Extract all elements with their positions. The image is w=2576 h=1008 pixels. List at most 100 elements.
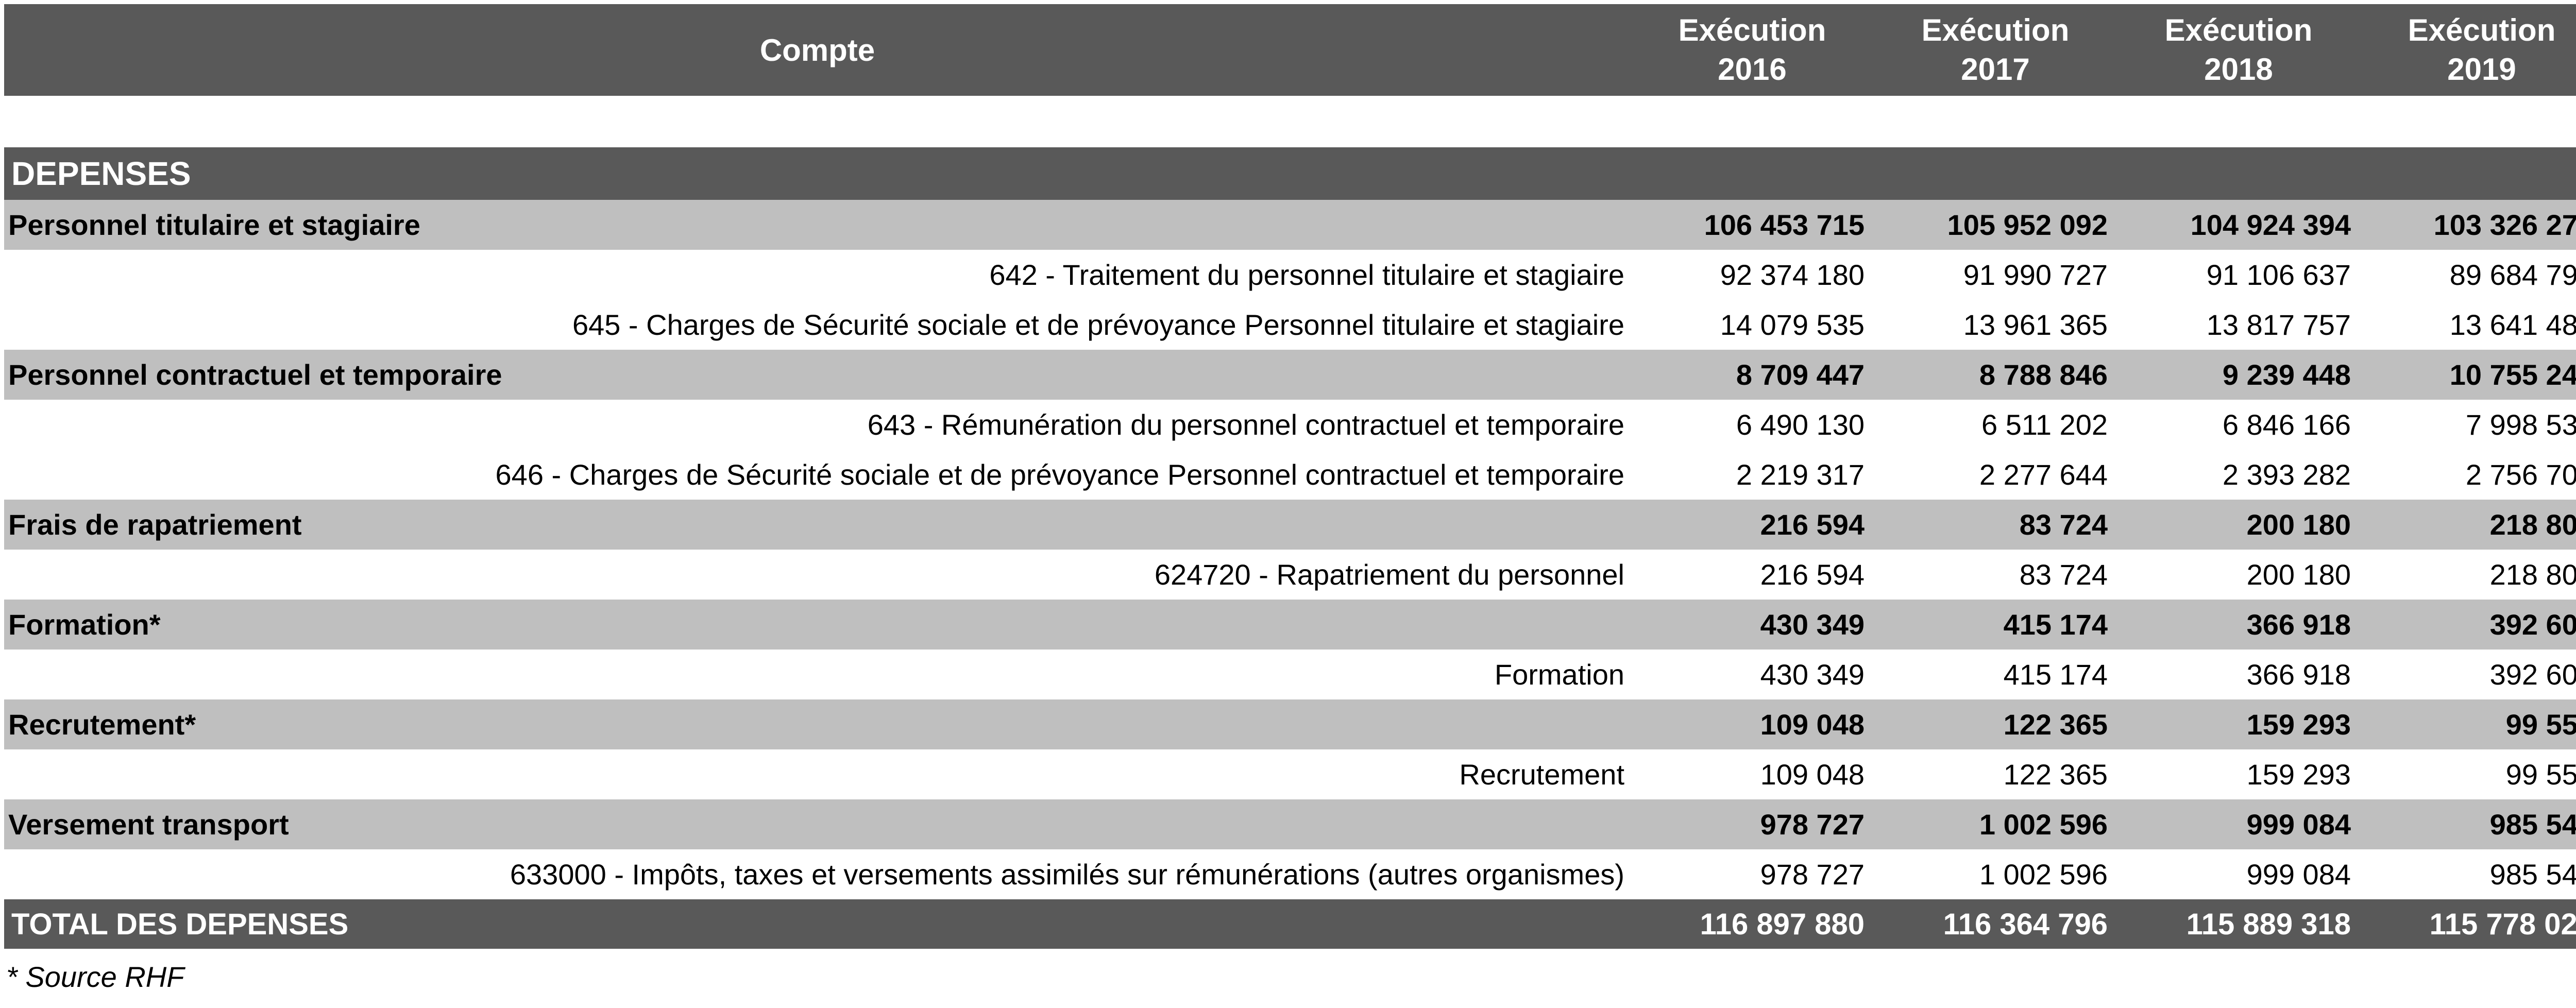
cell-value: 978 727 (1760, 858, 1865, 891)
cell-value: 89 684 793 (2449, 259, 2576, 291)
cell-value: 122 365 (2003, 758, 2108, 791)
cell-value: 116 897 880 (1700, 907, 1865, 941)
row-label: Personnel titulaire et stagiaire (8, 209, 420, 241)
cell-value: 83 724 (2019, 558, 2108, 591)
cell-value: 430 349 (1760, 608, 1865, 641)
cell-value: 13 641 482 (2449, 309, 2576, 341)
row-label: 624720 - Rapatriement du personnel (1154, 558, 1624, 591)
cell-value: 8 709 447 (1736, 358, 1865, 391)
cell-value: 103 326 275 (2433, 209, 2576, 241)
cell-value: 999 084 (2246, 808, 2351, 841)
cell-value: 985 540 (2489, 808, 2576, 841)
year-label: 2019 (2447, 52, 2516, 87)
cell-value: 430 349 (1760, 658, 1865, 691)
cell-value: 6 490 130 (1736, 408, 1865, 441)
cell-value: 978 727 (1760, 808, 1865, 841)
table-row-642-traitement: 642 - Traitement du personnel titulaire … (4, 250, 2576, 300)
cell-value: 109 048 (1760, 758, 1865, 791)
cell-value: 6 511 202 (1981, 408, 2108, 441)
budget-table: Compte Exécution 2016 Exécution 2017 Exé… (4, 4, 2576, 949)
account-column-header: Compte (759, 32, 875, 67)
cell-value: 985 540 (2489, 858, 2576, 891)
cell-value: 2 756 706 (2465, 458, 2576, 491)
cell-value: 999 084 (2246, 858, 2351, 891)
table-row-recrutement-section: Recrutement* 109 048 122 365 159 293 99 … (4, 699, 2576, 749)
cell-value: 92 374 180 (1720, 259, 1865, 291)
cell-value: 109 048 (1760, 708, 1865, 741)
cell-value: 366 918 (2246, 658, 2351, 691)
cell-value: 13 817 757 (2206, 309, 2351, 341)
table-row-646-charges: 646 - Charges de Sécurité sociale et de … (4, 450, 2576, 500)
cell-value: 2 393 282 (2222, 458, 2351, 491)
spacer-row (4, 96, 2576, 147)
cell-value: 13 961 365 (1963, 309, 2108, 341)
cell-value: 392 602 (2489, 658, 2576, 691)
cell-value: 91 106 637 (2206, 259, 2351, 291)
cell-value: 115 778 022 (2429, 907, 2576, 941)
year-column-header-2019: Exécution 2019 (2360, 11, 2576, 89)
cell-value: 122 365 (2003, 708, 2108, 741)
execution-label: Exécution (1921, 13, 2070, 47)
group-header-label: DEPENSES (11, 155, 191, 192)
year-label: 2017 (1961, 52, 2030, 87)
table-row-versement-transport: Versement transport 978 727 1 002 596 99… (4, 799, 2576, 849)
cell-value: 366 918 (2246, 608, 2351, 641)
row-label: Frais de rapatriement (8, 508, 302, 541)
cell-value: 83 724 (2019, 508, 2108, 541)
cell-value: 1 002 596 (1979, 808, 2108, 841)
cell-value: 216 594 (1760, 508, 1865, 541)
table-row-645-charges: 645 - Charges de Sécurité sociale et de … (4, 300, 2576, 350)
year-column-header-2016: Exécution 2016 (1631, 11, 1874, 89)
table-row-total-depenses: TOTAL DES DEPENSES 116 897 880 116 364 7… (4, 899, 2576, 949)
row-label: Formation* (8, 608, 161, 641)
cell-value: 99 551 (2505, 758, 2576, 791)
cell-value: 91 990 727 (1963, 259, 2108, 291)
row-label: 642 - Traitement du personnel titulaire … (989, 259, 1624, 291)
row-label: 645 - Charges de Sécurité sociale et de … (572, 309, 1624, 341)
table-row-recrutement-detail: Recrutement 109 048 122 365 159 293 99 5… (4, 749, 2576, 799)
group-header-depenses: DEPENSES (4, 147, 2576, 200)
table-row-frais-rapatriement: Frais de rapatriement 216 594 83 724 200… (4, 500, 2576, 550)
cell-value: 392 602 (2489, 608, 2576, 641)
year-label: 2016 (1718, 52, 1787, 87)
cell-value: 159 293 (2246, 708, 2351, 741)
cell-value: 1 002 596 (1979, 858, 2108, 891)
cell-value: 14 079 535 (1720, 309, 1865, 341)
table-row-633000-impots: 633000 - Impôts, taxes et versements ass… (4, 849, 2576, 899)
cell-value: 415 174 (2003, 658, 2108, 691)
table-row-formation-section: Formation* 430 349 415 174 366 918 392 6… (4, 600, 2576, 650)
cell-value: 159 293 (2246, 758, 2351, 791)
table-header-row: Compte Exécution 2016 Exécution 2017 Exé… (4, 4, 2576, 96)
cell-value: 6 846 166 (2222, 408, 2351, 441)
row-label: Recrutement* (8, 708, 196, 741)
cell-value: 10 755 245 (2449, 358, 2576, 391)
cell-value: 116 364 796 (1943, 907, 2108, 941)
cell-value: 9 239 448 (2222, 358, 2351, 391)
cell-value: 7 998 539 (2465, 408, 2576, 441)
table-row-personnel-contractuel: Personnel contractuel et temporaire 8 70… (4, 350, 2576, 400)
table-row-624720-rapatriement: 624720 - Rapatriement du personnel 216 5… (4, 550, 2576, 600)
table-row-personnel-titulaire: Personnel titulaire et stagiaire 106 453… (4, 200, 2576, 250)
cell-value: 415 174 (2003, 608, 2108, 641)
source-footnote: * Source RHF (6, 961, 184, 993)
cell-value: 105 952 092 (1947, 209, 2108, 241)
cell-value: 216 594 (1760, 558, 1865, 591)
row-label: Personnel contractuel et temporaire (8, 358, 502, 391)
row-label: 633000 - Impôts, taxes et versements ass… (510, 858, 1624, 891)
cell-value: 200 180 (2246, 558, 2351, 591)
row-label: Recrutement (1459, 758, 1624, 791)
cell-value: 106 453 715 (1704, 209, 1865, 241)
year-column-header-2018: Exécution 2018 (2117, 11, 2360, 89)
cell-value: 2 219 317 (1736, 458, 1865, 491)
cell-value: 218 809 (2489, 508, 2576, 541)
cell-value: 200 180 (2246, 508, 2351, 541)
cell-value: 218 809 (2489, 558, 2576, 591)
year-column-header-2017: Exécution 2017 (1874, 11, 2117, 89)
execution-label: Exécution (2164, 13, 2313, 47)
year-label: 2018 (2204, 52, 2273, 87)
cell-value: 99 551 (2505, 708, 2576, 741)
table-row-formation-detail: Formation 430 349 415 174 366 918 392 60… (4, 650, 2576, 699)
cell-value: 2 277 644 (1979, 458, 2108, 491)
row-label: 646 - Charges de Sécurité sociale et de … (495, 458, 1624, 491)
